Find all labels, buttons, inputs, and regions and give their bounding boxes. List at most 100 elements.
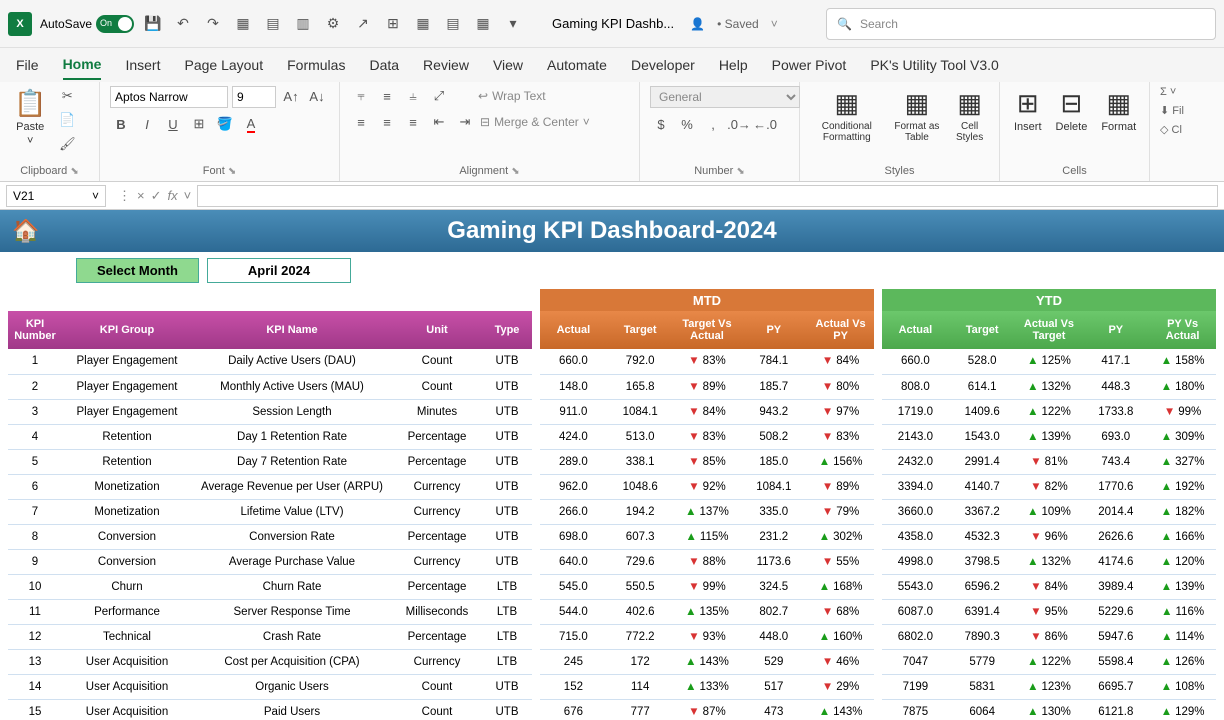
decrease-font-icon[interactable]: A↓	[306, 86, 328, 106]
name-box[interactable]: V21˅	[6, 185, 106, 207]
table-row[interactable]: 70475779▲ 122%5598.4▲ 126%	[882, 649, 1216, 674]
qat-icon[interactable]: ▦	[412, 13, 434, 35]
column-header[interactable]: PY	[1082, 311, 1149, 349]
launcher-icon[interactable]: ⬊	[511, 166, 519, 177]
font-color-icon[interactable]: A	[240, 114, 262, 134]
table-row[interactable]: 660.0528.0▲ 125%417.1▲ 158%	[882, 349, 1216, 374]
column-header[interactable]: PY Vs Actual	[1149, 311, 1216, 349]
formula-input[interactable]	[197, 185, 1218, 207]
table-row[interactable]: 676777▼ 87%473▲ 143%	[540, 699, 874, 720]
table-row[interactable]: 4358.04532.3▼ 96%2626.6▲ 166%	[882, 524, 1216, 549]
number-format-select[interactable]: General	[650, 86, 800, 108]
table-row[interactable]: 9ConversionAverage Purchase ValueCurrenc…	[8, 549, 532, 574]
indent-right-icon[interactable]: ⇥	[454, 112, 476, 132]
table-row[interactable]: 3660.03367.2▲ 109%2014.4▲ 182%	[882, 499, 1216, 524]
column-header[interactable]: KPI Number	[8, 311, 62, 349]
column-header[interactable]: KPI Name	[192, 311, 392, 349]
table-row[interactable]: 13User AcquisitionCost per Acquisition (…	[8, 649, 532, 674]
merge-center-button[interactable]: ⊟ Merge & Center ˅	[480, 112, 590, 132]
align-bottom-icon[interactable]: ⫨	[402, 86, 424, 106]
table-row[interactable]: 808.0614.1▲ 132%448.3▲ 180%	[882, 374, 1216, 399]
table-row[interactable]: 78756064▲ 130%6121.8▲ 129%	[882, 699, 1216, 720]
qat-icon[interactable]: ▥	[292, 13, 314, 35]
table-row[interactable]: 5RetentionDay 7 Retention RatePercentage…	[8, 449, 532, 474]
column-header[interactable]: Target Vs Actual	[674, 311, 741, 349]
font-size-select[interactable]	[232, 86, 276, 108]
table-row[interactable]: 12TechnicalCrash RatePercentageLTB	[8, 624, 532, 649]
search-input[interactable]: 🔍 Search	[826, 8, 1216, 40]
table-row[interactable]: 148.0165.8▼ 89%185.7▼ 80%	[540, 374, 874, 399]
bold-button[interactable]: B	[110, 114, 132, 134]
ribbon-tab-insert[interactable]: Insert	[125, 51, 160, 79]
table-row[interactable]: 289.0338.1▼ 85%185.0▲ 156%	[540, 449, 874, 474]
table-row[interactable]: 544.0402.6▲ 135%802.7▼ 68%	[540, 599, 874, 624]
column-header[interactable]: Unit	[392, 311, 482, 349]
launcher-icon[interactable]: ⬊	[70, 166, 78, 177]
qat-icon[interactable]: ⊞	[382, 13, 404, 35]
table-row[interactable]: 2432.02991.4▼ 81%743.4▲ 327%	[882, 449, 1216, 474]
launcher-icon[interactable]: ⬊	[736, 166, 744, 177]
table-row[interactable]: 4RetentionDay 1 Retention RatePercentage…	[8, 424, 532, 449]
table-row[interactable]: 7MonetizationLifetime Value (LTV)Currenc…	[8, 499, 532, 524]
table-row[interactable]: 2Player EngagementMonthly Active Users (…	[8, 374, 532, 399]
cut-icon[interactable]: ✂	[56, 86, 78, 106]
table-row[interactable]: 14User AcquisitionOrganic UsersCountUTB	[8, 674, 532, 699]
table-row[interactable]: 6802.07890.3▼ 86%5947.6▲ 114%	[882, 624, 1216, 649]
select-month-value[interactable]: April 2024	[207, 258, 351, 283]
font-name-select[interactable]	[110, 86, 228, 108]
table-row[interactable]: 715.0772.2▼ 93%448.0▲ 160%	[540, 624, 874, 649]
chevron-down-icon[interactable]: ˅	[184, 188, 192, 203]
clear-button[interactable]: ◇ Cl	[1160, 123, 1182, 136]
ribbon-tab-data[interactable]: Data	[369, 51, 399, 79]
table-row[interactable]: 11PerformanceServer Response TimeMillise…	[8, 599, 532, 624]
qat-icon[interactable]: ▤	[442, 13, 464, 35]
column-header[interactable]: KPI Group	[62, 311, 192, 349]
ribbon-tab-file[interactable]: File	[16, 51, 39, 79]
column-header[interactable]: Actual	[882, 311, 949, 349]
ribbon-tab-developer[interactable]: Developer	[631, 51, 695, 79]
table-row[interactable]: 911.01084.1▼ 84%943.2▼ 97%	[540, 399, 874, 424]
wrap-text-button[interactable]: ↩ Wrap Text	[478, 86, 546, 106]
autosave-toggle[interactable]: AutoSave On	[40, 15, 134, 33]
table-row[interactable]: 6MonetizationAverage Revenue per User (A…	[8, 474, 532, 499]
redo-icon[interactable]: ↷	[202, 13, 224, 35]
column-header[interactable]: Actual Vs Target	[1016, 311, 1083, 349]
qat-icon[interactable]: ▦	[232, 13, 254, 35]
qat-icon[interactable]: ↗	[352, 13, 374, 35]
format-table-button[interactable]: ▦Format as Table	[890, 86, 945, 145]
orientation-icon[interactable]: ⤢	[428, 86, 450, 106]
fill-button[interactable]: ⬇ Fil	[1160, 104, 1184, 117]
underline-button[interactable]: U	[162, 114, 184, 134]
save-icon[interactable]: 💾	[142, 13, 164, 35]
undo-icon[interactable]: ↶	[172, 13, 194, 35]
qat-more-icon[interactable]: ▾	[502, 13, 524, 35]
align-middle-icon[interactable]: ≡	[376, 86, 398, 106]
delete-button[interactable]: ⊟Delete	[1052, 86, 1092, 135]
border-icon[interactable]: ⊞	[188, 114, 210, 134]
table-row[interactable]: 698.0607.3▲ 115%231.2▲ 302%	[540, 524, 874, 549]
ribbon-tab-review[interactable]: Review	[423, 51, 469, 79]
table-row[interactable]: 1Player EngagementDaily Active Users (DA…	[8, 349, 532, 374]
column-header[interactable]: Type	[482, 311, 532, 349]
indent-left-icon[interactable]: ⇤	[428, 112, 450, 132]
copy-icon[interactable]: 📄	[56, 110, 78, 130]
table-row[interactable]: 245172▲ 143%529▼ 46%	[540, 649, 874, 674]
conditional-formatting-button[interactable]: ▦Conditional Formatting	[810, 86, 884, 145]
column-header[interactable]: Actual	[540, 311, 607, 349]
autosum-icon[interactable]: Σ ˅	[1160, 86, 1176, 98]
align-right-icon[interactable]: ≡	[402, 112, 424, 132]
table-row[interactable]: 266.0194.2▲ 137%335.0▼ 79%	[540, 499, 874, 524]
comma-icon[interactable]: ,	[702, 114, 724, 134]
align-center-icon[interactable]: ≡	[376, 112, 398, 132]
table-row[interactable]: 1719.01409.6▲ 122%1733.8▼ 99%	[882, 399, 1216, 424]
ribbon-tab-automate[interactable]: Automate	[547, 51, 607, 79]
ribbon-tab-help[interactable]: Help	[719, 51, 748, 79]
increase-font-icon[interactable]: A↑	[280, 86, 302, 106]
table-row[interactable]: 4998.03798.5▲ 132%4174.6▲ 120%	[882, 549, 1216, 574]
align-left-icon[interactable]: ≡	[350, 112, 372, 132]
increase-decimal-icon[interactable]: .0→	[728, 114, 750, 134]
table-row[interactable]: 8ConversionConversion RatePercentageUTB	[8, 524, 532, 549]
paste-button[interactable]: 📋Paste˅	[10, 86, 50, 149]
decrease-decimal-icon[interactable]: ←.0	[754, 114, 776, 134]
italic-button[interactable]: I	[136, 114, 158, 134]
